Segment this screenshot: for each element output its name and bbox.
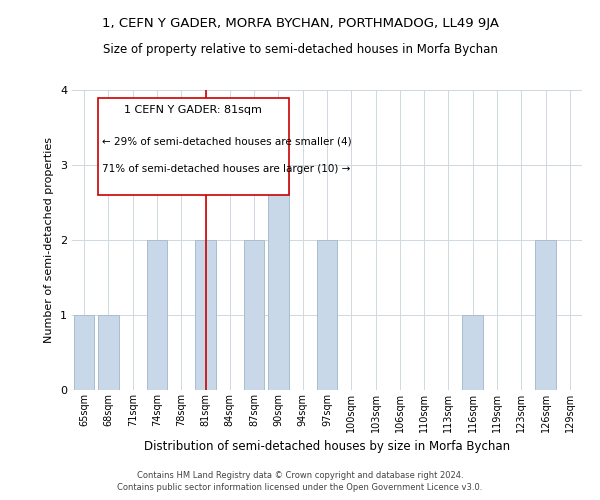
Bar <box>146 240 167 390</box>
Bar <box>317 240 337 390</box>
Text: 71% of semi-detached houses are larger (10) →: 71% of semi-detached houses are larger (… <box>102 164 350 173</box>
Text: ← 29% of semi-detached houses are smaller (4): ← 29% of semi-detached houses are smalle… <box>102 136 352 146</box>
Bar <box>535 240 556 390</box>
Bar <box>244 240 265 390</box>
Bar <box>195 240 216 390</box>
Text: Size of property relative to semi-detached houses in Morfa Bychan: Size of property relative to semi-detach… <box>103 42 497 56</box>
Text: 1 CEFN Y GADER: 81sqm: 1 CEFN Y GADER: 81sqm <box>124 105 262 115</box>
Y-axis label: Number of semi-detached properties: Number of semi-detached properties <box>44 137 55 343</box>
Bar <box>74 315 94 390</box>
X-axis label: Distribution of semi-detached houses by size in Morfa Bychan: Distribution of semi-detached houses by … <box>144 440 510 454</box>
Bar <box>463 315 483 390</box>
Bar <box>97 98 289 195</box>
Text: Contains HM Land Registry data © Crown copyright and database right 2024.
Contai: Contains HM Land Registry data © Crown c… <box>118 471 482 492</box>
Bar <box>268 165 289 390</box>
Text: 1, CEFN Y GADER, MORFA BYCHAN, PORTHMADOG, LL49 9JA: 1, CEFN Y GADER, MORFA BYCHAN, PORTHMADO… <box>101 18 499 30</box>
Bar <box>98 315 119 390</box>
